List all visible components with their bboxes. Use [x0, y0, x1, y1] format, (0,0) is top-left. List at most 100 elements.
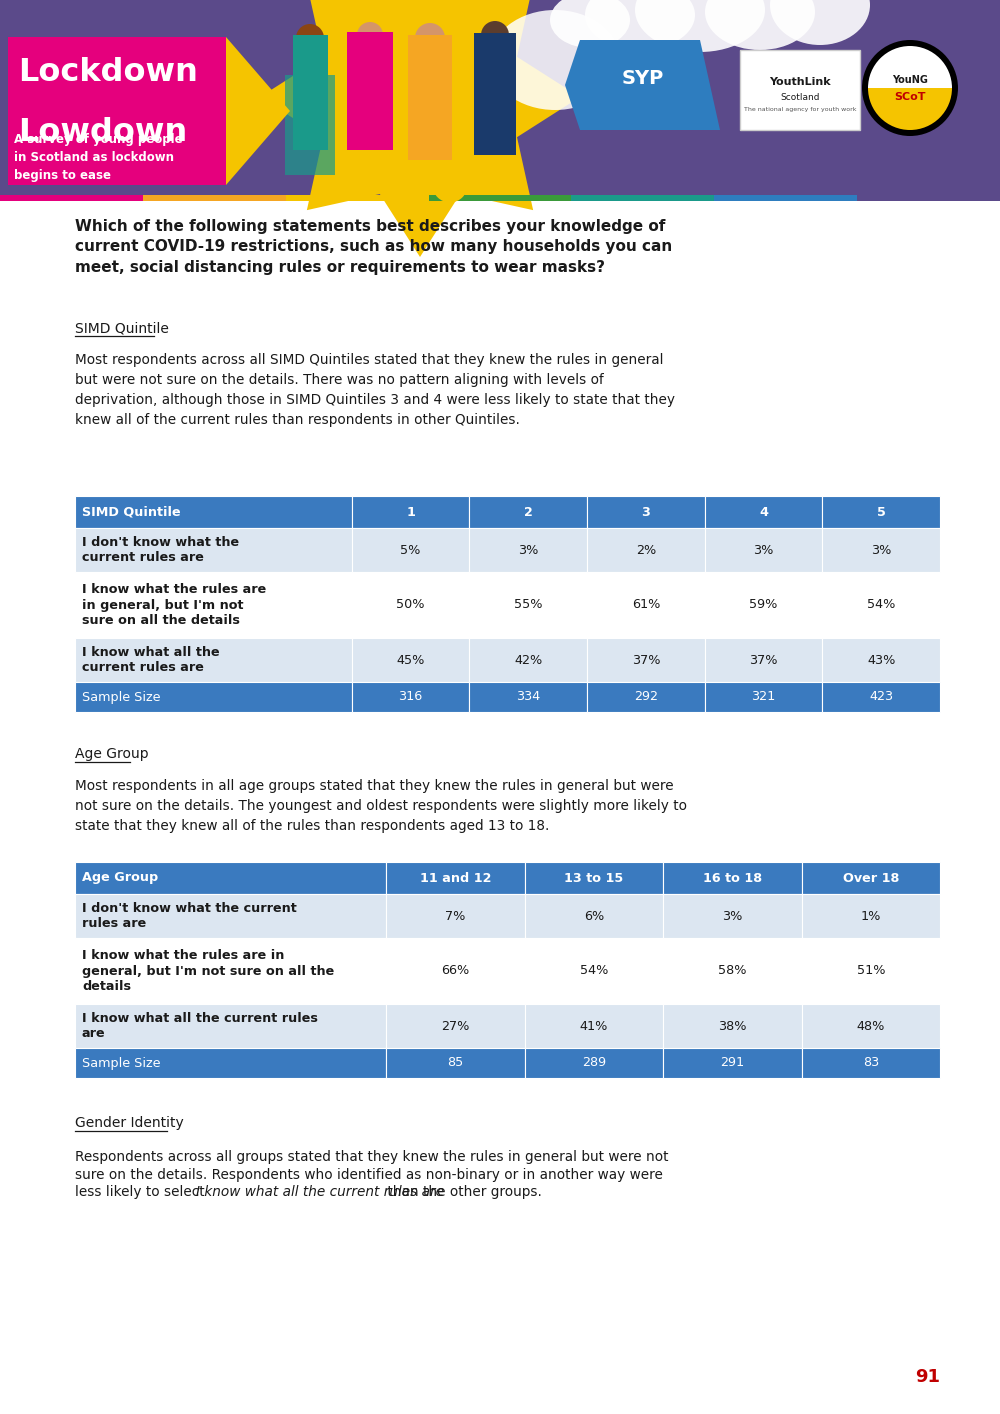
Text: 61%: 61%	[632, 598, 660, 611]
Bar	[663, 863, 802, 894]
Text: 7%: 7%	[445, 909, 466, 922]
Bar	[474, 33, 516, 156]
Bar	[705, 682, 822, 713]
Text: Age Group: Age Group	[82, 871, 158, 885]
Bar	[802, 894, 940, 937]
Bar	[386, 937, 525, 1004]
Bar	[386, 863, 525, 894]
Bar	[525, 1004, 663, 1048]
Ellipse shape	[376, 156, 414, 194]
Bar	[705, 496, 822, 527]
Text: 54%: 54%	[580, 964, 608, 977]
Bar	[75, 638, 352, 682]
Bar	[587, 638, 705, 682]
Ellipse shape	[432, 167, 468, 202]
Bar	[705, 573, 822, 638]
Bar	[429, 195, 571, 201]
Bar	[802, 937, 940, 1004]
Text: The national agency for youth work: The national agency for youth work	[744, 107, 856, 113]
Text: Which of the following statements best describes your knowledge of
current COVID: Which of the following statements best d…	[75, 219, 672, 274]
Text: Age Group: Age Group	[75, 747, 149, 761]
Text: 3: 3	[641, 505, 650, 519]
Text: 2: 2	[524, 505, 533, 519]
Bar	[386, 1048, 525, 1077]
Text: 85: 85	[447, 1056, 464, 1069]
Text: 423: 423	[869, 690, 893, 704]
Bar	[705, 638, 822, 682]
Text: 45%: 45%	[396, 653, 425, 666]
Text: than the other groups.: than the other groups.	[383, 1185, 541, 1199]
Text: 66%: 66%	[441, 964, 470, 977]
Text: I know what all the current rules
are: I know what all the current rules are	[82, 1012, 318, 1041]
Bar	[525, 937, 663, 1004]
Bar	[75, 937, 386, 1004]
Bar	[822, 496, 940, 527]
Text: I know what the rules are
in general, but I'm not
sure on all the details: I know what the rules are in general, bu…	[82, 583, 266, 626]
Text: 3%: 3%	[518, 543, 538, 557]
Bar	[822, 682, 940, 713]
Bar	[0, 195, 143, 201]
Bar	[75, 1004, 386, 1048]
Bar	[663, 894, 802, 937]
Bar	[75, 863, 386, 894]
Bar	[352, 638, 469, 682]
Bar	[75, 527, 352, 573]
Text: I know what the rules are in
general, but I'm not sure on all the
details: I know what the rules are in general, bu…	[82, 949, 334, 993]
Bar	[469, 496, 587, 527]
Text: 11 and 12: 11 and 12	[420, 871, 491, 885]
Bar	[75, 1048, 386, 1077]
Bar	[75, 894, 386, 937]
Text: SCoT: SCoT	[894, 92, 926, 102]
Text: A survey of young people
in Scotland as lockdown
begins to ease: A survey of young people in Scotland as …	[14, 133, 183, 182]
Bar	[352, 682, 469, 713]
Bar	[8, 37, 226, 185]
Ellipse shape	[490, 10, 620, 110]
Text: 1: 1	[406, 505, 415, 519]
Text: Sample Size: Sample Size	[82, 1056, 160, 1069]
Bar	[408, 35, 452, 160]
Bar	[587, 527, 705, 573]
Text: 42%: 42%	[514, 653, 542, 666]
Text: Scotland: Scotland	[780, 92, 820, 102]
Bar	[663, 1048, 802, 1077]
Text: YouNG: YouNG	[892, 75, 928, 85]
Ellipse shape	[635, 0, 765, 52]
Text: 316: 316	[398, 690, 423, 704]
Ellipse shape	[415, 23, 445, 52]
Text: SYP: SYP	[622, 68, 664, 88]
Text: 291: 291	[720, 1056, 744, 1069]
Bar	[469, 527, 587, 573]
Bar	[802, 1004, 940, 1048]
Bar	[75, 682, 352, 713]
Text: SIMD Quintile: SIMD Quintile	[75, 321, 169, 335]
Text: 3%: 3%	[753, 543, 774, 557]
Ellipse shape	[585, 0, 695, 49]
Text: 41%: 41%	[580, 1019, 608, 1032]
Text: I don't know what the current
rules are: I don't know what the current rules are	[82, 902, 297, 930]
Text: Gender Identity: Gender Identity	[75, 1116, 184, 1130]
Bar	[740, 49, 860, 130]
Text: SIMD Quintile: SIMD Quintile	[82, 505, 181, 519]
Bar	[663, 937, 802, 1004]
Ellipse shape	[357, 23, 383, 48]
Polygon shape	[226, 37, 290, 185]
Bar	[293, 35, 328, 150]
Bar	[802, 1048, 940, 1077]
Bar	[587, 573, 705, 638]
Bar	[822, 573, 940, 638]
Bar	[469, 638, 587, 682]
Text: 37%: 37%	[749, 653, 778, 666]
Text: 43%: 43%	[867, 653, 895, 666]
Wedge shape	[868, 88, 952, 130]
Ellipse shape	[705, 0, 815, 49]
Text: 27%: 27%	[441, 1019, 470, 1032]
Text: 54%: 54%	[867, 598, 895, 611]
Text: 292: 292	[634, 690, 658, 704]
Bar	[525, 894, 663, 937]
Text: 321: 321	[751, 690, 776, 704]
Text: 4: 4	[759, 505, 768, 519]
Text: I know what all the current rules are: I know what all the current rules are	[196, 1185, 444, 1199]
Bar	[587, 496, 705, 527]
Bar	[143, 195, 286, 201]
Bar	[663, 1004, 802, 1048]
